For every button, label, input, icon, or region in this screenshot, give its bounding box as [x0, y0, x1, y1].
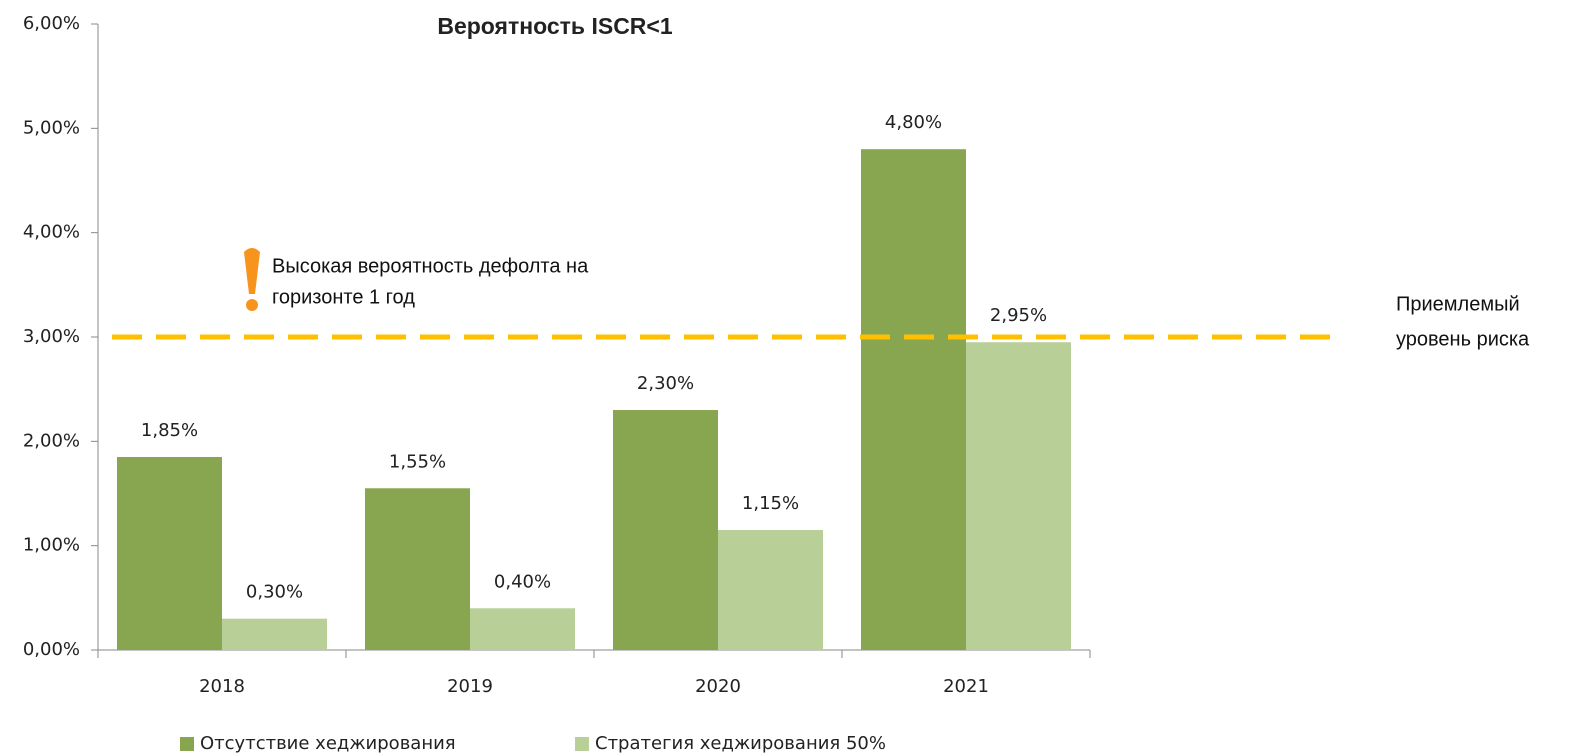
bar: [365, 488, 470, 650]
bar: [861, 149, 966, 650]
value-label: 2,95%: [990, 305, 1047, 326]
bar: [718, 530, 823, 650]
y-tick-label: 6,00%: [23, 13, 80, 34]
value-label: 2,30%: [637, 373, 694, 394]
legend-swatch: [180, 737, 194, 751]
annotation: горизонте 1 год: [272, 286, 415, 308]
y-tick-label: 5,00%: [23, 117, 80, 138]
legend-label: Стратегия хеджирования 50%: [595, 733, 886, 754]
chart-title: Вероятность ISCR<1: [437, 13, 672, 39]
legend-swatch: [575, 737, 589, 751]
bar: [966, 342, 1071, 650]
x-tick-label: 2019: [447, 676, 493, 697]
value-label: 0,30%: [246, 582, 303, 603]
y-tick-label: 3,00%: [23, 326, 80, 347]
value-label: 1,15%: [742, 493, 799, 514]
warning-icon: [244, 248, 260, 311]
value-label: 4,80%: [885, 112, 942, 133]
reference-label: Приемлемый: [1396, 293, 1520, 315]
value-label: 0,40%: [494, 571, 551, 592]
x-tick-label: 2020: [695, 676, 741, 697]
x-tick-label: 2018: [199, 676, 245, 697]
value-label: 1,55%: [389, 451, 446, 472]
value-label: 1,85%: [141, 420, 198, 441]
y-tick-label: 4,00%: [23, 222, 80, 243]
y-tick-label: 1,00%: [23, 535, 80, 556]
x-tick-label: 2021: [943, 676, 989, 697]
bar: [613, 410, 718, 650]
legend-label: Отсутствие хеджирования: [200, 733, 456, 754]
annotation: Высокая вероятность дефолта на: [272, 255, 589, 277]
y-tick-label: 2,00%: [23, 430, 80, 451]
bar: [117, 456, 222, 650]
reference-label: уровень риска: [1396, 328, 1530, 350]
y-tick-label: 0,00%: [23, 639, 80, 660]
bar: [470, 608, 575, 650]
bar: [222, 618, 327, 650]
